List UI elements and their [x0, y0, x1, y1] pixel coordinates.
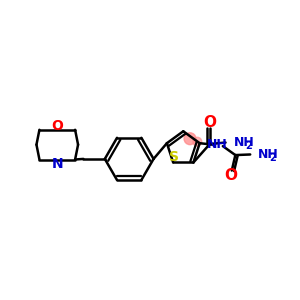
Text: NH: NH [233, 136, 254, 149]
Text: N: N [52, 157, 63, 171]
Text: S: S [169, 150, 179, 164]
Text: 2: 2 [269, 153, 276, 163]
Circle shape [184, 133, 196, 145]
Circle shape [193, 137, 202, 146]
Text: O: O [203, 115, 216, 130]
Text: O: O [225, 168, 238, 183]
Text: NH: NH [207, 138, 228, 151]
Text: 2: 2 [245, 141, 252, 151]
Text: NH: NH [258, 148, 279, 161]
Text: O: O [51, 118, 63, 133]
